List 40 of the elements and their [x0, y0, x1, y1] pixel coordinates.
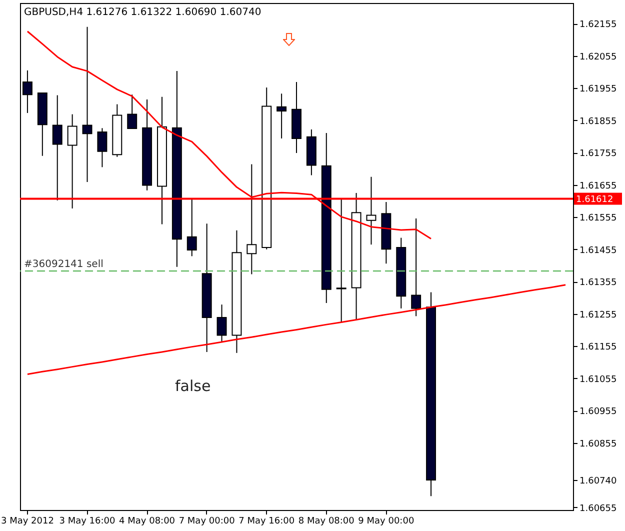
y-tick-label: 1.61255: [580, 310, 617, 320]
x-tick-label: 7 May 16:00: [238, 516, 295, 526]
y-tick-label: 1.61055: [580, 374, 617, 385]
y-tick-label: 1.62155: [580, 20, 617, 30]
y-tick-label: 1.60740: [580, 476, 617, 487]
x-tick-label: 3 May 2012: [0, 516, 54, 526]
x-tick-label: 4 May 08:00: [119, 516, 176, 526]
candlestick: [366, 176, 376, 246]
y-tick-label: 1.61655: [580, 181, 617, 192]
y-tick-label: 1.60955: [580, 407, 617, 418]
x-tick-label: 8 May 08:00: [298, 516, 355, 526]
candlestick: [52, 94, 62, 201]
y-tick-label: 1.61455: [580, 246, 617, 256]
ref-line-label: #36092141 sell: [24, 259, 104, 270]
candlestick: [67, 114, 78, 209]
y-tick-label: 1.60855: [580, 439, 617, 450]
ref-line-label: 1.61612: [576, 194, 614, 205]
candlestick: [127, 94, 138, 129]
y-tick-label: 1.61755: [580, 149, 617, 160]
chart-title: GBPUSD,H4 1.61276 1.61322 1.60690 1.60740: [24, 7, 262, 18]
y-tick-label: 1.61155: [580, 342, 617, 353]
y-tick-label: 1.62055: [580, 52, 617, 62]
candlestick: [276, 93, 287, 139]
x-tick-label: 3 May 16:00: [59, 516, 116, 526]
candlestick: [246, 164, 257, 275]
y-tick-label: 1.61355: [580, 278, 617, 288]
candlestick: [97, 128, 108, 168]
candlestick: [336, 198, 346, 322]
y-tick-label: 1.61855: [580, 116, 617, 127]
candlestick: [411, 218, 422, 317]
line-series: [26, 284, 566, 375]
annotation: false: [175, 377, 211, 395]
candlestick: [186, 198, 197, 257]
y-tick-label: 1.61955: [580, 84, 617, 95]
y-tick-label: 1.60655: [580, 504, 617, 514]
y-tick-label: 1.61555: [580, 214, 617, 224]
x-tick-label: 9 May 00:00: [358, 516, 414, 526]
candlestick: [82, 26, 92, 182]
candlestick: [216, 304, 227, 342]
x-tick-label: 7 May 00:00: [178, 516, 236, 526]
